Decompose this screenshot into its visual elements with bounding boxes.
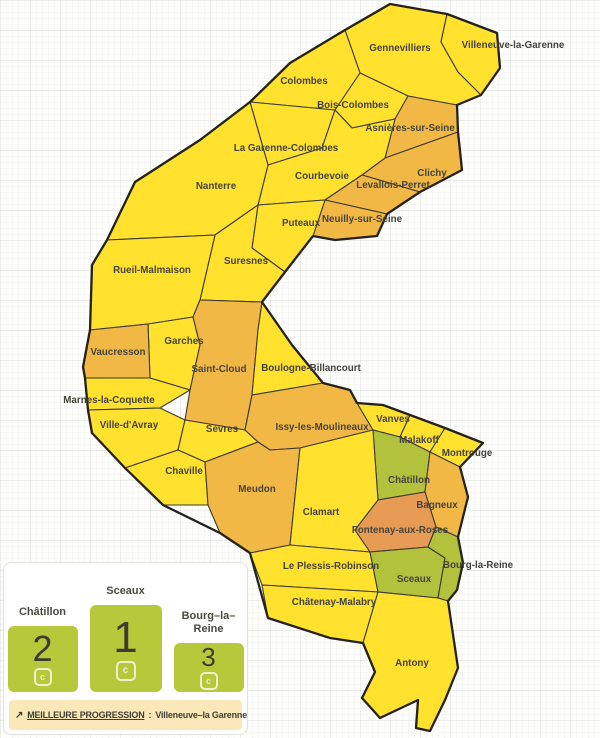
banner-commune-value: Villeneuve–la Garenne xyxy=(155,710,248,721)
banner-separator: : xyxy=(148,710,152,721)
ranking-panel: Châtillon 2 c Sceaux 1 c Bourg–la–Reine … xyxy=(3,562,248,735)
podium-commune-name: Bourg–la–Reine xyxy=(181,609,236,636)
podium-item-sceaux: Sceaux 1 c xyxy=(89,585,162,693)
map-region-antony[interactable] xyxy=(361,591,459,732)
podium-commune-name: Sceaux xyxy=(106,585,145,598)
podium-block-rank-2: 2 c xyxy=(7,626,78,693)
podium-block-rank-3: 3 c xyxy=(173,642,244,693)
rank-number: 1 xyxy=(113,612,138,662)
rank-number: 2 xyxy=(32,628,53,670)
rank-number: 3 xyxy=(201,642,216,673)
podium-commune-name: Châtillon xyxy=(18,606,67,619)
c-icon: c xyxy=(33,668,52,687)
podium-item-chatillon: Châtillon 2 c xyxy=(7,606,78,693)
map-region-chatenay-malabry[interactable] xyxy=(261,584,379,644)
map-region-sceaux[interactable] xyxy=(369,546,446,599)
podium-item-bourg-la-reine: Bourg–la–Reine 3 c xyxy=(173,609,244,693)
c-icon: c xyxy=(199,672,218,691)
map-region-boulogne-billancourt[interactable] xyxy=(251,301,324,396)
c-icon: c xyxy=(115,660,136,681)
trend-up-arrow-icon: ↗ xyxy=(15,709,24,721)
podium: Châtillon 2 c Sceaux 1 c Bourg–la–Reine … xyxy=(7,567,244,693)
banner-title: MEILLEURE PROGRESSION xyxy=(27,710,145,721)
map-region-meudon[interactable] xyxy=(204,441,301,554)
podium-block-rank-1: 1 c xyxy=(89,605,162,693)
map-region-vaucresson[interactable] xyxy=(82,323,151,379)
best-progression-banner: ↗ MEILLEURE PROGRESSION : Villeneuve–la … xyxy=(9,700,247,730)
